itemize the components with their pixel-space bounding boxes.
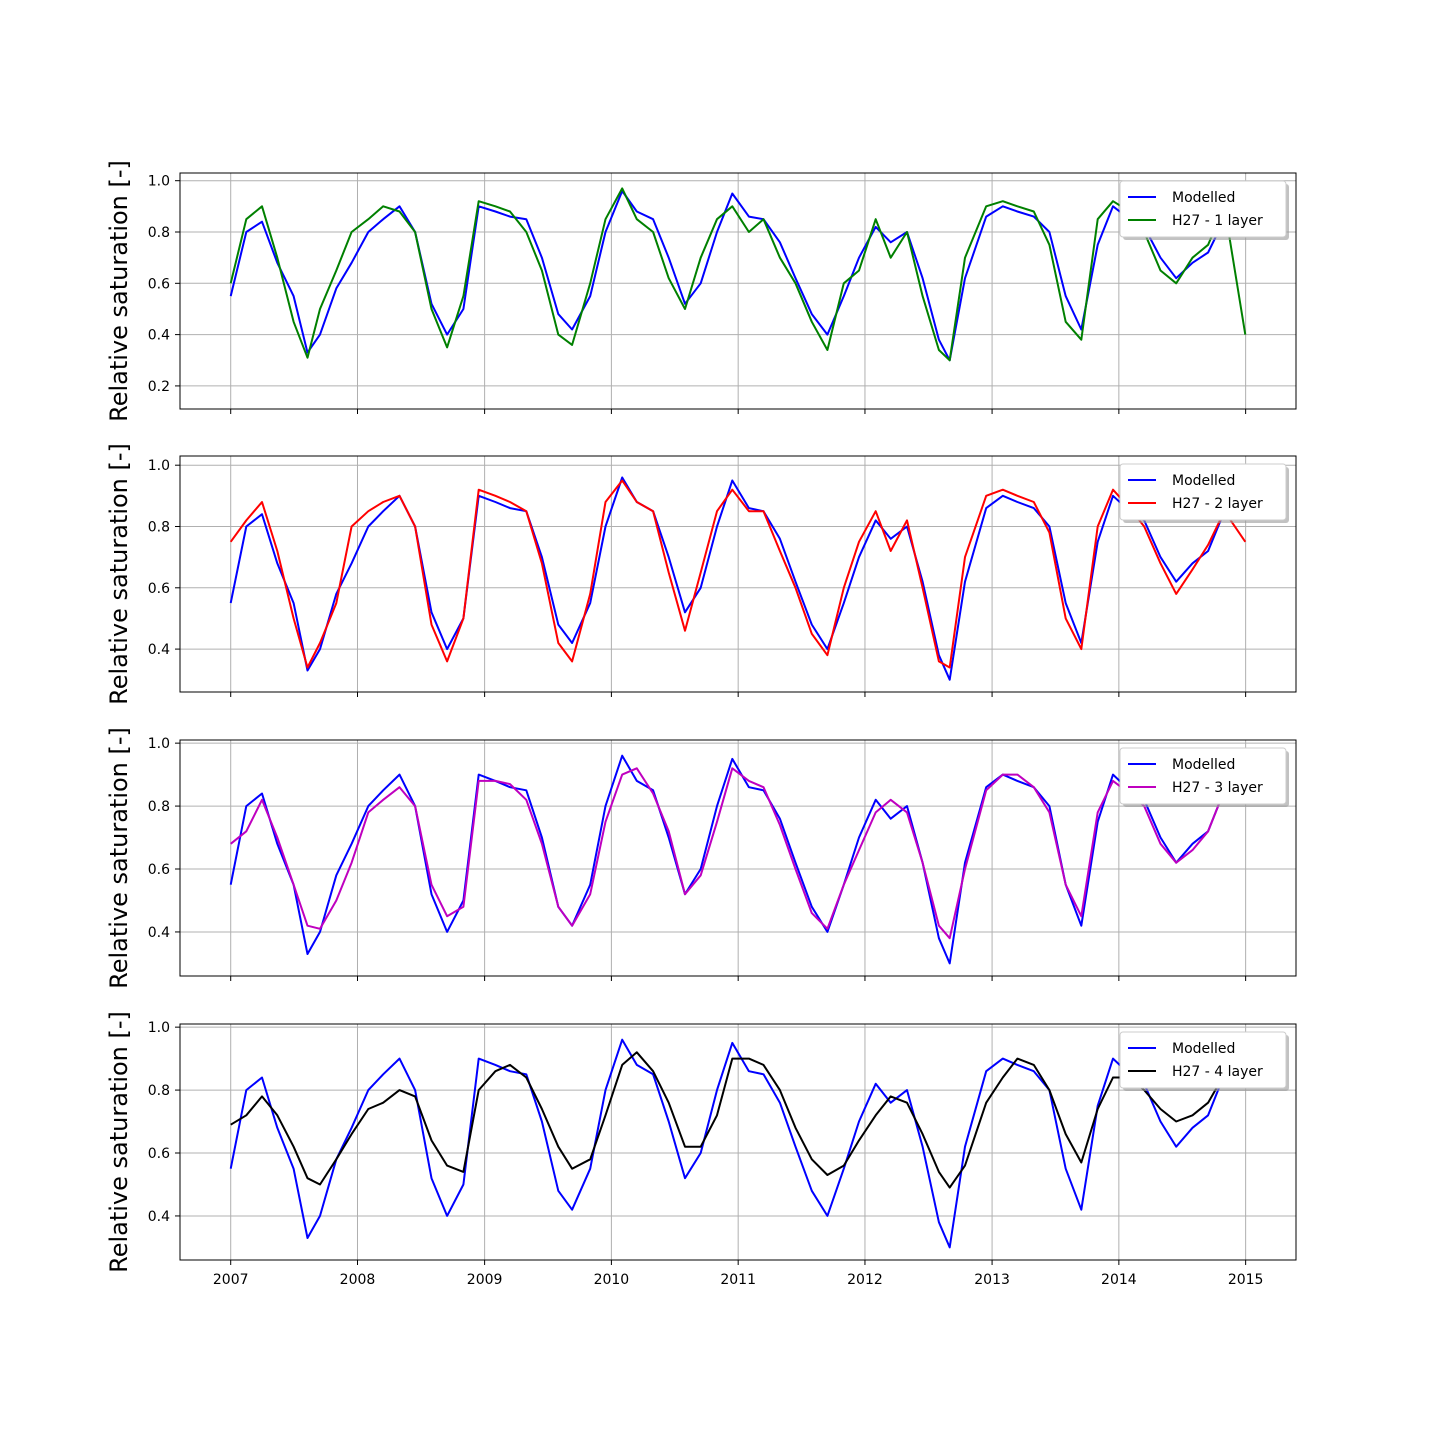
legend-label: H27 - 4 layer <box>1172 1064 1263 1080</box>
y-tick-label: 0.2 <box>148 379 170 395</box>
y-axis-label: Relative saturation [-] <box>105 1011 133 1273</box>
y-tick-label: 0.4 <box>148 642 170 658</box>
legend-label: Modelled <box>1172 473 1235 489</box>
legend-label: Modelled <box>1172 190 1235 206</box>
legend-label: H27 - 2 layer <box>1172 496 1263 512</box>
x-tick-label: 2009 <box>467 1272 503 1288</box>
y-tick-label: 0.8 <box>148 519 170 535</box>
y-tick-label: 0.4 <box>148 328 170 344</box>
y-tick-label: 1.0 <box>148 1020 170 1036</box>
legend-label: Modelled <box>1172 757 1235 773</box>
x-tick-label: 2015 <box>1228 1272 1264 1288</box>
y-tick-label: 0.4 <box>148 925 170 941</box>
y-tick-label: 0.8 <box>148 225 170 241</box>
y-tick-label: 0.6 <box>148 276 170 292</box>
legend-label: H27 - 3 layer <box>1172 780 1263 796</box>
series-line-h27-layer <box>229 479 1247 669</box>
series-line-h27-layer <box>229 187 1247 362</box>
subplot-3: 0.4 0.6 0.8 1.0 Relative saturation [-] Model… <box>105 727 1297 989</box>
legend: Modelled H27 - 4 layer <box>1119 1031 1289 1091</box>
x-tick-label: 2010 <box>594 1272 630 1288</box>
series-line-h27-layer <box>230 1051 1226 1189</box>
y-tick-label: 0.6 <box>148 581 170 597</box>
x-tick-label: 2013 <box>974 1272 1010 1288</box>
legend-box <box>1119 180 1287 238</box>
legend-box <box>1119 463 1287 521</box>
subplot-2: 0.4 0.6 0.8 1.0 Relative saturation [-] Model… <box>105 443 1297 705</box>
y-tick-label: 0.6 <box>148 862 170 878</box>
y-tick-label: 1.0 <box>148 174 170 190</box>
legend: Modelled H27 - 3 layer <box>1119 747 1289 807</box>
subplot-1: 0.2 0.4 0.6 0.8 1.0 Relative saturation [-] Mo… <box>105 160 1297 422</box>
y-axis-label: Relative saturation [-] <box>105 727 133 989</box>
legend: Modelled H27 - 1 layer <box>1119 180 1289 240</box>
x-tick-label: 2014 <box>1101 1272 1137 1288</box>
y-axis-label: Relative saturation [-] <box>105 160 133 422</box>
series-line-modelled <box>229 1038 1226 1249</box>
subplot-4: 0.4 0.6 0.8 1.0 2007 2008 2009 2010 2011 2012 2013… <box>105 1011 1297 1288</box>
y-tick-label: 0.6 <box>148 1146 170 1162</box>
series-line-modelled <box>229 476 1226 681</box>
x-tick-label: 2011 <box>720 1272 756 1288</box>
legend-box <box>1119 747 1287 805</box>
x-tick-label: 2008 <box>340 1272 376 1288</box>
series-line-h27-layer <box>230 767 1226 940</box>
legend-label: H27 - 1 layer <box>1172 213 1263 229</box>
x-tick-label: 2007 <box>213 1272 249 1288</box>
y-tick-label: 0.8 <box>148 1083 170 1099</box>
legend: Modelled H27 - 2 layer <box>1119 463 1289 523</box>
y-tick-label: 1.0 <box>148 736 170 752</box>
legend-box <box>1119 1031 1287 1089</box>
y-tick-label: 1.0 <box>148 458 170 474</box>
y-axis-label: Relative saturation [-] <box>105 443 133 705</box>
y-tick-label: 0.4 <box>148 1209 170 1225</box>
y-tick-label: 0.8 <box>148 799 170 815</box>
x-tick-label: 2012 <box>847 1272 883 1288</box>
legend-label: Modelled <box>1172 1041 1235 1057</box>
